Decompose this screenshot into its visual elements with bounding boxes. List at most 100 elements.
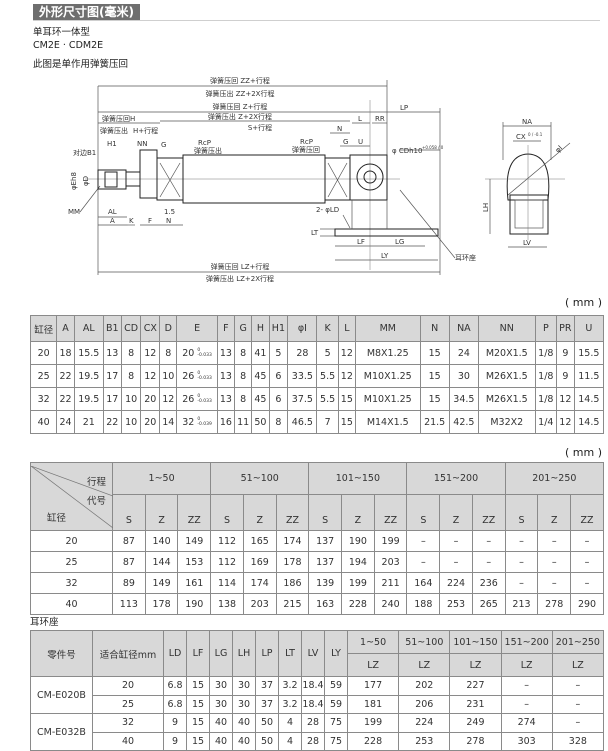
corner-bore-label: 缸径	[47, 512, 67, 524]
table-cell: 6	[268, 387, 289, 411]
code-header: S	[406, 494, 441, 531]
table-cell: 8	[159, 341, 178, 365]
table-cell: 138	[210, 593, 244, 615]
table-cell: 12	[140, 341, 161, 365]
table-cell: 5.5	[316, 387, 339, 411]
table-cell: 18.4	[301, 694, 325, 714]
table-cell: –	[406, 530, 441, 552]
table-cell: 113	[112, 593, 146, 615]
table-cell: 6.8	[163, 676, 187, 696]
table-cell: 20	[140, 387, 161, 411]
table-cell: –	[551, 713, 605, 733]
table-cell: 26 0 -0.033	[176, 364, 218, 388]
column-header: AL	[73, 315, 104, 342]
table-row: 20 18 15.5 13 8 12 8 20 0 -0.033 13 8 41 5 28 5 12 M8X1.2…	[29, 341, 605, 365]
table-cell: 1/8	[534, 341, 558, 365]
table-cell: 13	[102, 341, 122, 365]
stroke-range-header: 201~250	[551, 630, 605, 654]
column-header: G	[234, 315, 253, 342]
model-codes: CM2E · CDM2E	[33, 40, 104, 51]
table-cell: 211	[373, 572, 408, 594]
table-cell: 87	[112, 530, 146, 552]
table-cell: 9	[556, 364, 575, 388]
table-cell: 8	[268, 410, 289, 434]
table-cell: 140	[144, 530, 179, 552]
column-header: L	[337, 315, 356, 342]
table-cell: 22	[56, 387, 75, 411]
table-cell: 75	[324, 713, 348, 733]
label-n-bottom: N	[166, 217, 171, 225]
code-header: S	[308, 494, 343, 531]
table-cell: –	[439, 551, 473, 573]
table-cell: 20	[92, 676, 164, 696]
table-cell: 253	[439, 593, 473, 615]
table-cell: 1/8	[534, 364, 558, 388]
table-cell: –	[504, 551, 539, 573]
label-lf: LF	[357, 238, 365, 246]
table-cell: M32X2	[477, 410, 536, 434]
code-header: Z	[439, 494, 473, 531]
table-cell: 6	[268, 364, 289, 388]
stroke-range-header: 1~50	[111, 462, 212, 495]
cell-value: 32	[182, 416, 195, 428]
table-cell: 45	[251, 364, 270, 388]
table-row: CM-E032B 32 9 15 40 40 50 4 28 75 199 224 249 274–	[30, 713, 605, 751]
tolerance-lower: -0.033	[197, 353, 212, 358]
table-cell: 199	[373, 530, 408, 552]
table-cell: –	[504, 572, 539, 594]
table-cell: 10	[120, 410, 142, 434]
table-cell: 30	[209, 694, 233, 714]
table-cell: 30	[448, 364, 479, 388]
table-cell: 199	[346, 713, 400, 733]
label-a: A	[110, 217, 115, 225]
table-cell: 33.5	[287, 364, 318, 388]
table-cell: 112	[210, 530, 244, 552]
table-cell: 45	[251, 387, 270, 411]
part-number-cell: CM-E020B	[30, 676, 93, 714]
table-cell: 8	[234, 364, 253, 388]
table-cell: 15	[419, 387, 450, 411]
table-cell: 194	[341, 551, 375, 573]
label-u: U	[358, 138, 363, 146]
table-cell: 32	[29, 387, 58, 411]
bore-cell: 32	[30, 572, 113, 594]
table-row: CM-E020B 20 6.8 15 30 30 37 3.2 18.4 59 177 202 227–…	[30, 676, 605, 714]
column-header: H	[251, 315, 270, 342]
cell-value: 20	[182, 347, 195, 359]
table-cell: 199	[341, 572, 375, 594]
label-h1: H1	[107, 140, 117, 148]
table-cell: 40	[29, 410, 58, 434]
column-header: LT	[278, 630, 302, 677]
table-cell: 14.5	[573, 387, 605, 411]
bracket-table: 零件号 适合缸径mm LD LF LG LH LP LT LV LY 1~50 51~100 101~1…	[30, 630, 605, 751]
table-cell: 7	[316, 410, 339, 434]
model-type: 单耳环一体型	[33, 27, 91, 38]
table-cell: 5.5	[316, 364, 339, 388]
column-header: LF	[186, 630, 210, 677]
table-cell: 10	[159, 364, 178, 388]
label-f: F	[148, 217, 152, 225]
table-cell: 24	[448, 341, 479, 365]
table-cell: –	[471, 530, 506, 552]
code-header: S	[112, 494, 146, 531]
table-cell: 14.5	[573, 410, 605, 434]
table-cell: –	[551, 676, 605, 696]
table-cell: 149	[177, 530, 212, 552]
tolerance-lower: -0.039	[197, 422, 212, 427]
table-cell: 139	[308, 572, 343, 594]
label-phi-i: φI	[554, 144, 564, 154]
table-cell: M8X1.25	[354, 341, 421, 365]
column-header: 适合缸径mm	[92, 630, 164, 677]
label-z-return: 弹簧压回 Z+行程	[213, 102, 268, 111]
table-cell: 177	[346, 676, 400, 696]
table-cell: 215	[275, 593, 310, 615]
label-h-stroke: H+行程	[133, 126, 158, 135]
table-cell: 236	[471, 572, 506, 594]
tolerance-upper: 0	[197, 394, 201, 399]
label-h-extend: 弹簧压出	[100, 126, 128, 135]
table-cell: 30	[232, 676, 256, 696]
table-cell: 174	[275, 530, 310, 552]
table-cell: 178	[275, 551, 310, 573]
table-cell: 40	[209, 713, 233, 733]
column-header: K	[316, 315, 339, 342]
